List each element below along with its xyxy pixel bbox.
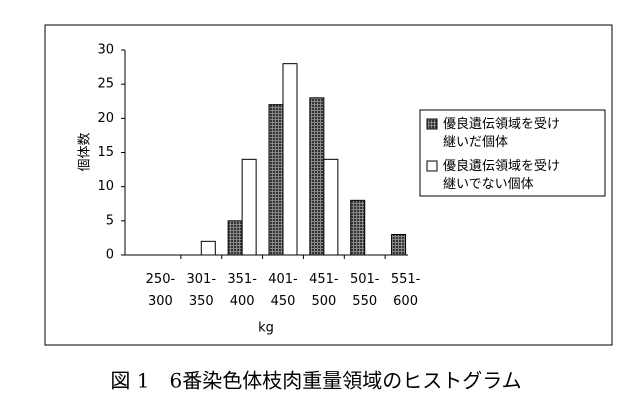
- legend-swatch: [426, 160, 438, 172]
- x-tick-label: 551-600: [391, 272, 421, 309]
- legend-swatch: [426, 118, 438, 130]
- y-tick-label: 25: [97, 77, 114, 92]
- caption: 図 1 6番染色体枝肉重量領域のヒストグラム: [110, 369, 521, 393]
- bar: [227, 220, 243, 256]
- y-tick-label: 5: [106, 213, 114, 228]
- bar: [268, 104, 284, 256]
- x-tick-label: 451-500: [309, 272, 339, 309]
- x-tick-label: 250-300: [146, 272, 176, 309]
- x-axis-label: kg: [258, 321, 274, 336]
- legend-label: 優良遺伝領域を受け継いでない個体: [443, 158, 560, 192]
- bar: [282, 63, 298, 256]
- chart-frame: [44, 24, 613, 346]
- bar: [350, 199, 366, 256]
- y-tick-label: 20: [97, 111, 114, 126]
- y-axis-label: 個体数: [78, 132, 93, 171]
- bar: [391, 234, 407, 256]
- legend-box: [419, 109, 606, 197]
- bar: [309, 97, 325, 256]
- x-tick-label: 351-400: [227, 272, 257, 309]
- y-tick-label: 0: [106, 248, 114, 263]
- x-tick-label: 401-450: [268, 272, 298, 309]
- y-tick-label: 30: [97, 43, 114, 58]
- x-tick-label: 501-550: [350, 272, 380, 309]
- legend-label: 優良遺伝領域を受け継いだ個体: [443, 116, 560, 150]
- bar: [200, 240, 216, 256]
- x-tick-label: 301-350: [187, 272, 217, 309]
- bar: [323, 158, 339, 256]
- bar: [241, 158, 257, 256]
- y-tick-label: 10: [97, 179, 114, 194]
- y-tick-label: 15: [97, 145, 114, 160]
